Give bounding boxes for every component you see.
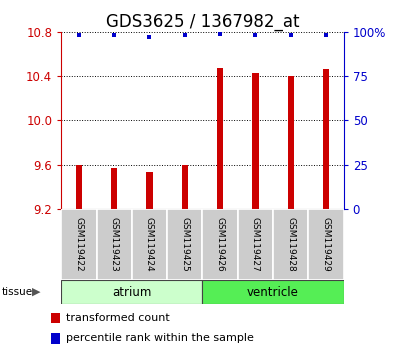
Point — [288, 33, 294, 38]
Bar — [51, 333, 60, 343]
Text: tissue: tissue — [2, 287, 33, 297]
Text: GSM119422: GSM119422 — [74, 217, 83, 272]
Text: ▶: ▶ — [32, 287, 41, 297]
Point — [252, 33, 259, 38]
Text: GSM119424: GSM119424 — [145, 217, 154, 272]
Title: GDS3625 / 1367982_at: GDS3625 / 1367982_at — [106, 13, 299, 30]
Bar — [202, 280, 344, 304]
Text: GSM119426: GSM119426 — [216, 217, 225, 272]
Point — [111, 33, 117, 38]
Point — [182, 33, 188, 38]
Text: GSM119428: GSM119428 — [286, 217, 295, 272]
Bar — [217, 68, 223, 209]
Text: GSM119429: GSM119429 — [322, 217, 331, 272]
Point — [76, 33, 82, 38]
Bar — [323, 69, 329, 209]
Bar — [273, 209, 308, 280]
Text: atrium: atrium — [112, 286, 152, 298]
Bar — [202, 209, 238, 280]
Bar — [238, 209, 273, 280]
Text: GSM119427: GSM119427 — [251, 217, 260, 272]
Bar — [111, 168, 117, 209]
Point — [323, 33, 329, 38]
Bar — [132, 209, 167, 280]
Bar — [61, 280, 202, 304]
Point — [217, 31, 223, 36]
Bar — [182, 165, 188, 209]
Bar — [76, 165, 82, 209]
Text: GSM119423: GSM119423 — [110, 217, 118, 272]
Bar — [308, 209, 344, 280]
Text: ventricle: ventricle — [247, 286, 299, 298]
Bar — [288, 76, 294, 209]
Bar — [96, 209, 132, 280]
Bar — [61, 209, 96, 280]
Bar — [146, 172, 152, 209]
Bar — [51, 313, 60, 323]
Text: GSM119425: GSM119425 — [180, 217, 189, 272]
Bar — [252, 73, 259, 209]
Text: transformed count: transformed count — [66, 313, 169, 323]
Bar — [167, 209, 202, 280]
Text: percentile rank within the sample: percentile rank within the sample — [66, 333, 254, 343]
Point — [146, 34, 152, 40]
